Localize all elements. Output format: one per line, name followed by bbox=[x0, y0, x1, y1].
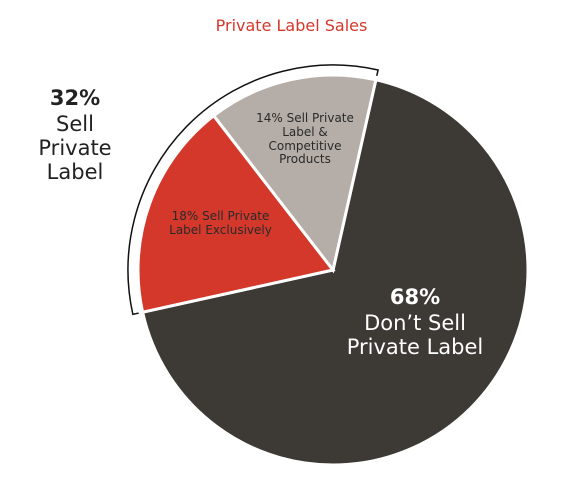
pie-slice bbox=[211, 73, 378, 274]
slice-name: Sell Private Label Exclusively bbox=[169, 209, 272, 237]
slice-name: Don’t Sell Private Label bbox=[346, 311, 484, 360]
pie-slice bbox=[140, 77, 530, 467]
slice-name: Sell Private Label & Competitive Product… bbox=[268, 111, 354, 167]
slice-label: 14% Sell Private Label & Competitive Pro… bbox=[250, 111, 360, 167]
slice-label: 68% Don’t Sell Private Label bbox=[330, 285, 500, 359]
pie-slice bbox=[136, 113, 336, 314]
slice-label: 18% Sell Private Label Exclusively bbox=[168, 209, 273, 238]
group-bracket bbox=[127, 64, 379, 316]
slice-value: 68% bbox=[389, 285, 441, 309]
slice-value: 14% bbox=[256, 111, 283, 125]
group-label: 32% Sell Private Label bbox=[0, 86, 150, 185]
group-name: Sell Private Label bbox=[38, 112, 112, 185]
chart-title: Private Label Sales bbox=[215, 16, 368, 35]
slice-value: 18% bbox=[171, 209, 199, 223]
group-value: 32% bbox=[49, 86, 101, 110]
